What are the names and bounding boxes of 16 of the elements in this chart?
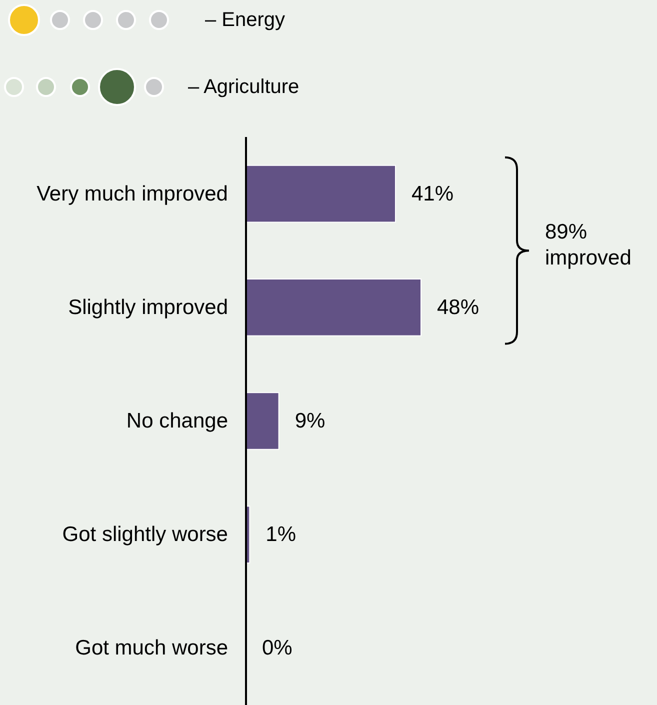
data-label: 9%	[294, 410, 326, 432]
data-label: 0%	[262, 636, 292, 660]
text: 89% improved	[545, 220, 632, 270]
y-tick-label: Got much worse	[75, 636, 228, 660]
data-label: 1%	[266, 523, 296, 546]
bar	[246, 278, 422, 336]
y-tick-label: Very much improved	[36, 182, 228, 206]
data-label: 41%	[411, 182, 454, 206]
bar	[246, 164, 396, 223]
bar	[246, 392, 280, 450]
y-tick-label: No change	[126, 410, 228, 432]
text: – Energy	[205, 9, 286, 31]
text: – Agriculture	[188, 76, 300, 98]
y-tick-label: Got slightly worse	[62, 523, 228, 546]
data-label: 48%	[437, 296, 480, 319]
y-tick-label: Slightly improved	[68, 296, 228, 319]
